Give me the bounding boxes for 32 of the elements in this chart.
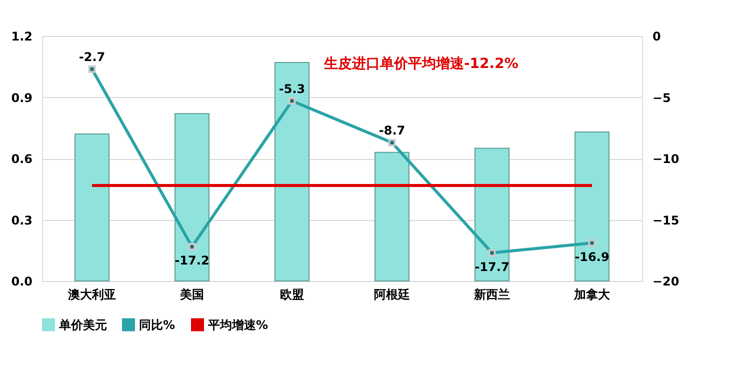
bar [274, 62, 310, 282]
bar [474, 148, 510, 282]
legend-label: 同比% [139, 318, 176, 332]
y2-tick-label: −20 [652, 274, 680, 288]
x-tick-label: 美国 [179, 288, 204, 302]
data-label: -17.7 [474, 260, 510, 274]
y2-tick-label: −10 [652, 152, 680, 166]
y2-tick-label: −5 [652, 90, 671, 105]
x-tick-label: 加拿大 [573, 288, 611, 302]
data-label: -17.2 [174, 254, 210, 268]
x-tick-label: 新西兰 [473, 288, 510, 302]
data-label: -8.7 [378, 124, 406, 138]
y-tick-label: 0.6 [11, 152, 32, 166]
legend-label: 单价美元 [58, 318, 107, 332]
x-tick-label: 澳大利亚 [67, 288, 116, 302]
y-tick-label: 1.2 [11, 30, 32, 44]
bar [574, 131, 610, 282]
y-tick-label: 0.3 [11, 213, 32, 228]
x-tick-label: 阿根廷 [374, 288, 410, 302]
legend-label: 平均增速% [207, 318, 268, 332]
y2-tick-label: 0 [652, 30, 661, 44]
data-label: -2.7 [78, 50, 106, 64]
data-label: -5.3 [278, 82, 306, 96]
data-label: -16.9 [574, 250, 610, 264]
y2-tick-label: −15 [652, 213, 680, 228]
x-tick-label: 欧盟 [280, 288, 304, 302]
bar [174, 113, 210, 282]
bar [74, 134, 110, 282]
annotation: 生皮进口单价平均增速-12.2% [323, 56, 518, 72]
bar [374, 152, 410, 282]
y-tick-label: 0.9 [11, 90, 32, 105]
y-tick-label: 0.0 [11, 274, 32, 288]
